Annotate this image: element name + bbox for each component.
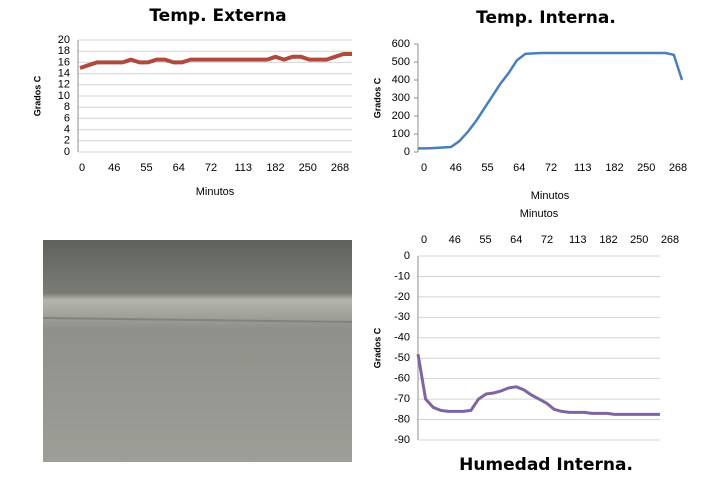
y-tick-label: -30 [394, 311, 410, 323]
photo [43, 240, 352, 462]
x-tick-label: 113 [234, 162, 252, 174]
y-tick-label: 0 [404, 146, 410, 158]
x-tick-label: 72 [545, 162, 557, 174]
x-tick-label: 268 [669, 162, 687, 174]
x-tick-label: 55 [479, 234, 491, 246]
x-tick-label: 250 [299, 162, 317, 174]
x-tick-label: 55 [481, 162, 493, 174]
y-tick-label: -90 [394, 434, 410, 446]
y-tick-label: -20 [394, 291, 410, 303]
y-axis-label: Grados C [372, 77, 382, 118]
y-tick-label: -70 [394, 393, 410, 405]
x-axis-label: Minutos [520, 208, 559, 220]
y-tick-label: 400 [392, 74, 410, 86]
chart-title: Temp. Interna. [476, 8, 616, 28]
y-tick-label: 16 [58, 56, 70, 68]
x-tick-label: 72 [541, 234, 553, 246]
x-axis-label: Minutos [196, 186, 235, 198]
x-tick-label: 268 [331, 162, 349, 174]
y-tick-label: 500 [392, 56, 410, 68]
y-tick-label: 8 [64, 101, 70, 113]
data-line [416, 353, 660, 416]
x-tick-label: 0 [79, 162, 85, 174]
x-axis-label: Minutos [531, 190, 570, 202]
x-tick-label: 0 [421, 234, 427, 246]
y-tick-label: 0 [404, 250, 410, 262]
x-tick-label: 250 [637, 162, 655, 174]
x-tick-label: 72 [205, 162, 217, 174]
y-tick-label: 300 [392, 92, 410, 104]
x-tick-label: 46 [108, 162, 120, 174]
x-tick-label: 64 [173, 162, 185, 174]
y-tick-label: 6 [64, 112, 70, 124]
x-tick-label: 55 [140, 162, 152, 174]
x-tick-label: 46 [450, 162, 462, 174]
y-tick-label: 18 [58, 45, 70, 57]
y-tick-label: -50 [394, 352, 410, 364]
y-tick-label: -40 [394, 332, 410, 344]
y-tick-label: 12 [58, 79, 70, 91]
y-tick-label: -10 [394, 270, 410, 282]
chart-title: Temp. Externa [149, 6, 286, 26]
y-tick-label: 600 [392, 38, 410, 50]
y-tick-label: 2 [64, 135, 70, 147]
y-tick-label: 100 [392, 128, 410, 140]
y-tick-label: 4 [64, 124, 70, 136]
x-tick-label: 113 [569, 234, 587, 246]
y-axis-label: Grados C [32, 75, 42, 116]
y-tick-label: 14 [58, 68, 70, 80]
x-tick-label: 64 [510, 234, 522, 246]
x-tick-label: 113 [574, 162, 592, 174]
y-axis-label: Grados C [372, 327, 382, 368]
x-tick-label: 182 [266, 162, 284, 174]
x-tick-label: 64 [513, 162, 525, 174]
x-tick-label: 46 [449, 234, 461, 246]
x-tick-label: 0 [421, 162, 427, 174]
x-tick-label: 268 [661, 234, 679, 246]
y-tick-label: 200 [392, 110, 410, 122]
y-tick-label: -80 [394, 413, 410, 425]
data-line [79, 52, 352, 70]
chart-title: Humedad Interna. [459, 455, 633, 475]
x-tick-label: 182 [599, 234, 617, 246]
y-tick-label: 20 [58, 34, 70, 46]
y-tick-label: -60 [394, 373, 410, 385]
y-tick-label: 0 [64, 146, 70, 158]
x-tick-label: 250 [630, 234, 648, 246]
y-tick-label: 10 [58, 90, 70, 102]
x-tick-label: 182 [605, 162, 623, 174]
data-line [418, 51, 684, 150]
photo-edge [42, 317, 353, 323]
